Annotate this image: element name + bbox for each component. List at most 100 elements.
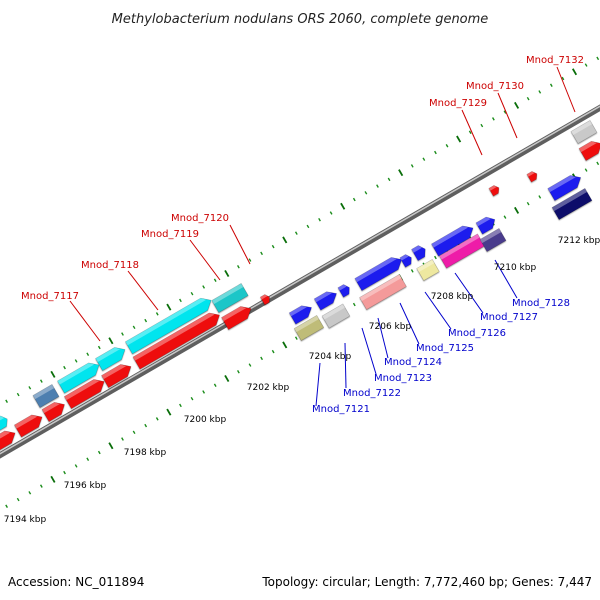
leader-line: [461, 109, 483, 156]
minor-tick: [410, 269, 414, 273]
gene-label-bottom[interactable]: Mnod_7128: [512, 298, 570, 309]
minor-tick: [236, 370, 240, 374]
gene-label-bottom[interactable]: Mnod_7123: [374, 373, 432, 384]
gene-feature[interactable]: [416, 259, 440, 281]
minor-tick: [121, 332, 124, 336]
gene-feature[interactable]: [359, 274, 407, 310]
minor-tick: [329, 211, 333, 215]
gene-feature[interactable]: [63, 375, 107, 409]
gene-feature[interactable]: [132, 309, 223, 370]
gene-feature[interactable]: [475, 214, 498, 235]
gene-label-top[interactable]: Mnod_7120: [171, 213, 229, 224]
minor-tick: [445, 144, 449, 148]
minor-tick: [434, 255, 437, 260]
gene-feature[interactable]: [211, 283, 249, 313]
gene-label-bottom[interactable]: Mnod_7127: [480, 312, 538, 323]
kbp-tick-label: 7206 kbp: [369, 322, 412, 332]
major-tick: [282, 236, 288, 244]
gene-feature[interactable]: [259, 293, 271, 306]
gene-feature[interactable]: [488, 184, 501, 197]
major-tick: [340, 202, 346, 210]
kbp-tick-label: 7210 kbp: [494, 263, 537, 273]
minor-tick: [144, 423, 148, 428]
minor-tick: [5, 399, 8, 404]
minor-tick: [538, 90, 542, 94]
kbp-tick-label: 7194 kbp: [4, 515, 47, 525]
minor-tick: [248, 258, 252, 262]
gene-feature[interactable]: [288, 302, 315, 325]
minor-tick: [39, 484, 43, 488]
leader-line: [556, 66, 576, 113]
minor-tick: [202, 390, 206, 394]
gene-feature[interactable]: [101, 360, 135, 388]
gene-feature[interactable]: [526, 170, 539, 183]
kbp-tick-label: 7200 kbp: [184, 415, 227, 425]
minor-tick: [561, 76, 565, 81]
major-tick: [50, 370, 56, 378]
gene-feature[interactable]: [41, 398, 68, 422]
gene-label-bottom[interactable]: Mnod_7121: [312, 404, 370, 415]
minor-tick: [5, 504, 8, 509]
gene-feature[interactable]: [57, 359, 102, 394]
gene-feature[interactable]: [0, 427, 19, 454]
leader-line: [361, 327, 377, 375]
gene-feature[interactable]: [321, 303, 351, 329]
gene-feature[interactable]: [547, 171, 584, 201]
minor-tick: [97, 450, 101, 455]
minor-tick: [155, 312, 159, 316]
gene-feature[interactable]: [0, 414, 10, 431]
gene-label-top[interactable]: Mnod_7132: [526, 55, 584, 66]
gene-feature[interactable]: [95, 343, 129, 371]
minor-tick: [260, 356, 263, 361]
gene-feature[interactable]: [411, 243, 429, 262]
gene-label-bottom[interactable]: Mnod_7124: [384, 357, 442, 368]
gene-feature[interactable]: [13, 411, 45, 438]
minor-tick: [16, 392, 20, 397]
kbp-labels: 7194 kbp 7196 kbp 7198 kbp 7200 kbp 7202 kbp…: [4, 236, 600, 525]
leader-line: [494, 259, 518, 299]
major-tick: [456, 135, 462, 143]
minor-tick: [213, 278, 217, 282]
gene-feature[interactable]: [293, 315, 325, 341]
gene-label-top[interactable]: Mnod_7130: [466, 81, 524, 92]
minor-tick: [63, 470, 66, 475]
gene-label-top[interactable]: Mnod_7118: [81, 260, 139, 271]
leader-line: [399, 302, 420, 345]
leader-line: [69, 300, 101, 342]
gene-feature[interactable]: [221, 302, 255, 330]
gene-label-top[interactable]: Mnod_7117: [21, 291, 79, 302]
minor-tick: [376, 184, 379, 188]
gene-feature[interactable]: [337, 283, 352, 298]
minor-tick: [480, 123, 484, 128]
gene-feature[interactable]: [354, 253, 405, 291]
gene-feature[interactable]: [479, 228, 507, 252]
major-tick: [398, 169, 404, 177]
leader-line: [315, 362, 321, 407]
gene-feature[interactable]: [551, 188, 593, 220]
gene-label-top[interactable]: Mnod_7129: [429, 98, 487, 109]
minor-tick: [491, 117, 495, 121]
gene-label-bottom[interactable]: Mnod_7126: [448, 328, 506, 339]
minor-tick: [584, 63, 588, 67]
kbp-tick-label: 7204 kbp: [309, 352, 352, 362]
outer-tick-row: [5, 56, 600, 404]
gene-label-top[interactable]: Mnod_7119: [141, 229, 199, 240]
gene-label-bottom[interactable]: Mnod_7122: [343, 388, 401, 399]
gene-feature[interactable]: [431, 222, 476, 257]
kbp-tick-label: 7212 kbp: [558, 236, 600, 246]
major-tick: [282, 341, 288, 349]
minor-tick: [74, 464, 78, 468]
gene-label-bottom[interactable]: Mnod_7125: [416, 343, 474, 354]
minor-tick: [144, 318, 148, 323]
minor-tick: [410, 164, 414, 168]
minor-tick: [28, 491, 32, 495]
gene-features: [0, 120, 600, 454]
leader-line: [454, 272, 484, 314]
minor-tick: [306, 224, 310, 229]
gene-feature[interactable]: [313, 288, 340, 311]
gene-feature[interactable]: [32, 384, 60, 408]
gene-feature[interactable]: [399, 253, 414, 268]
gene-feature[interactable]: [570, 120, 598, 144]
gene-feature[interactable]: [124, 294, 214, 355]
minor-tick: [74, 359, 78, 363]
